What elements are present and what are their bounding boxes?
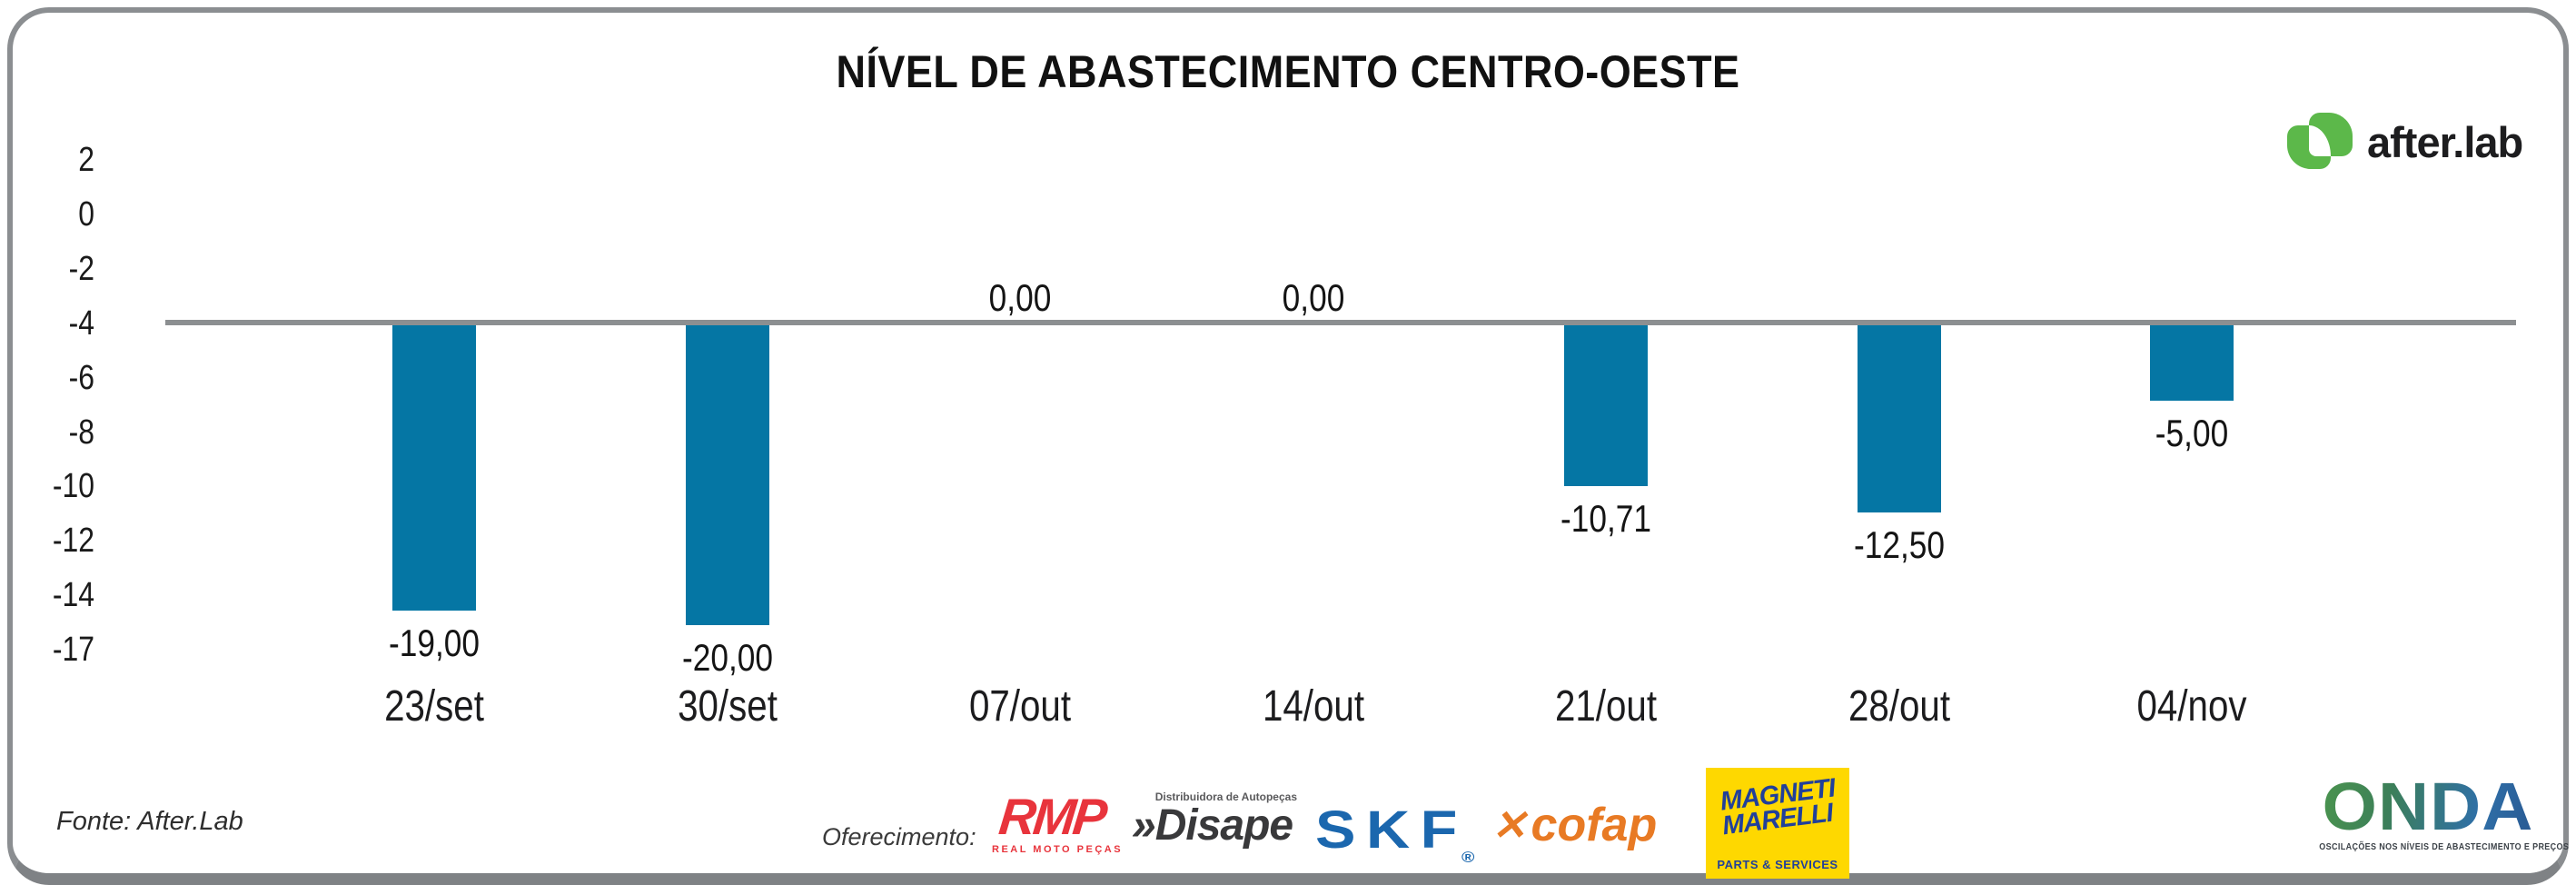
- y-tick: -4: [68, 304, 94, 343]
- y-tick: -17: [52, 631, 94, 669]
- source-note: Fonte: After.Lab: [56, 807, 243, 836]
- value-label-21/out: -10,71: [1560, 497, 1652, 540]
- bar-30/set: [686, 325, 769, 625]
- x-tick-21/out: 21/out: [1554, 682, 1658, 731]
- y-tick: -10: [52, 467, 94, 505]
- disape-subtext: Distribuidora de Autopeças: [1154, 791, 1297, 803]
- onda-wordmark: ONDA: [2301, 773, 2554, 840]
- x-tick-23/set: 23/set: [384, 682, 484, 731]
- afterlab-wordmark: after.lab: [2367, 117, 2523, 166]
- skf-wordmark: SKF: [1315, 800, 1468, 860]
- magneti-marelli-logo: MAGNETI MARELLI PARTS & SERVICES: [1706, 768, 1849, 879]
- y-tick: -6: [68, 359, 94, 397]
- disape-logo: Distribuidora de Autopeças »Disape: [1132, 791, 1297, 849]
- bar-21/out: [1564, 325, 1648, 486]
- y-tick: -12: [52, 522, 94, 560]
- x-tick-14/out: 14/out: [1262, 682, 1365, 731]
- rmp-wordmark: RMP: [996, 788, 1108, 845]
- axis-baseline: [165, 320, 2516, 325]
- y-tick: 0: [78, 195, 94, 234]
- rmp-logo: RMP REAL MOTO PEÇAS: [992, 788, 1124, 855]
- value-label-04/nov: -5,00: [2155, 412, 2229, 454]
- disape-wordmark: »Disape: [1132, 801, 1293, 850]
- bar-23/set: [392, 325, 476, 611]
- rmp-subtext: REAL MOTO PEÇAS: [992, 844, 1124, 855]
- cofap-wordmark: cofap: [1531, 799, 1658, 851]
- x-tick-04/nov: 04/nov: [2136, 682, 2247, 731]
- afterlab-leaves-icon: [2287, 113, 2354, 171]
- magneti-subtext: PARTS & SERVICES: [1717, 858, 1838, 871]
- value-label-23/set: -19,00: [388, 621, 481, 664]
- skf-logo: SKF®: [1315, 800, 1474, 867]
- value-label-30/set: -20,00: [681, 636, 774, 679]
- y-tick: -8: [68, 413, 94, 452]
- cofap-logo: ✕ cofap: [1491, 798, 1657, 852]
- onda-subtext: OSCILAÇÕES NOS NÍVEIS DE ABASTECIMENTO E…: [2319, 842, 2570, 852]
- skf-registered-mark: ®: [1461, 849, 1475, 866]
- cofap-x-icon: ✕: [1491, 801, 1527, 849]
- y-tick: -14: [52, 576, 94, 614]
- y-tick: 2: [78, 141, 94, 179]
- oferecimento-label: Oferecimento:: [822, 823, 976, 850]
- x-tick-30/set: 30/set: [678, 682, 778, 731]
- value-label-07/out: 0,00: [988, 276, 1052, 319]
- value-label-14/out: 0,00: [1282, 276, 1345, 319]
- value-label-28/out: -12,50: [1853, 523, 1946, 566]
- x-tick-07/out: 07/out: [968, 682, 1072, 731]
- onda-logo: ONDA OSCILAÇÕES NOS NÍVEIS DE ABASTECIME…: [2307, 773, 2570, 853]
- bar-28/out: [1858, 325, 1941, 512]
- y-tick: -2: [68, 250, 94, 288]
- afterlab-logo: after.lab: [2287, 113, 2523, 171]
- bar-04/nov: [2150, 325, 2234, 401]
- x-tick-28/out: 28/out: [1848, 682, 1951, 731]
- chart-title: NÍVEL DE ABASTECIMENTO CENTRO-OESTE: [836, 46, 1740, 97]
